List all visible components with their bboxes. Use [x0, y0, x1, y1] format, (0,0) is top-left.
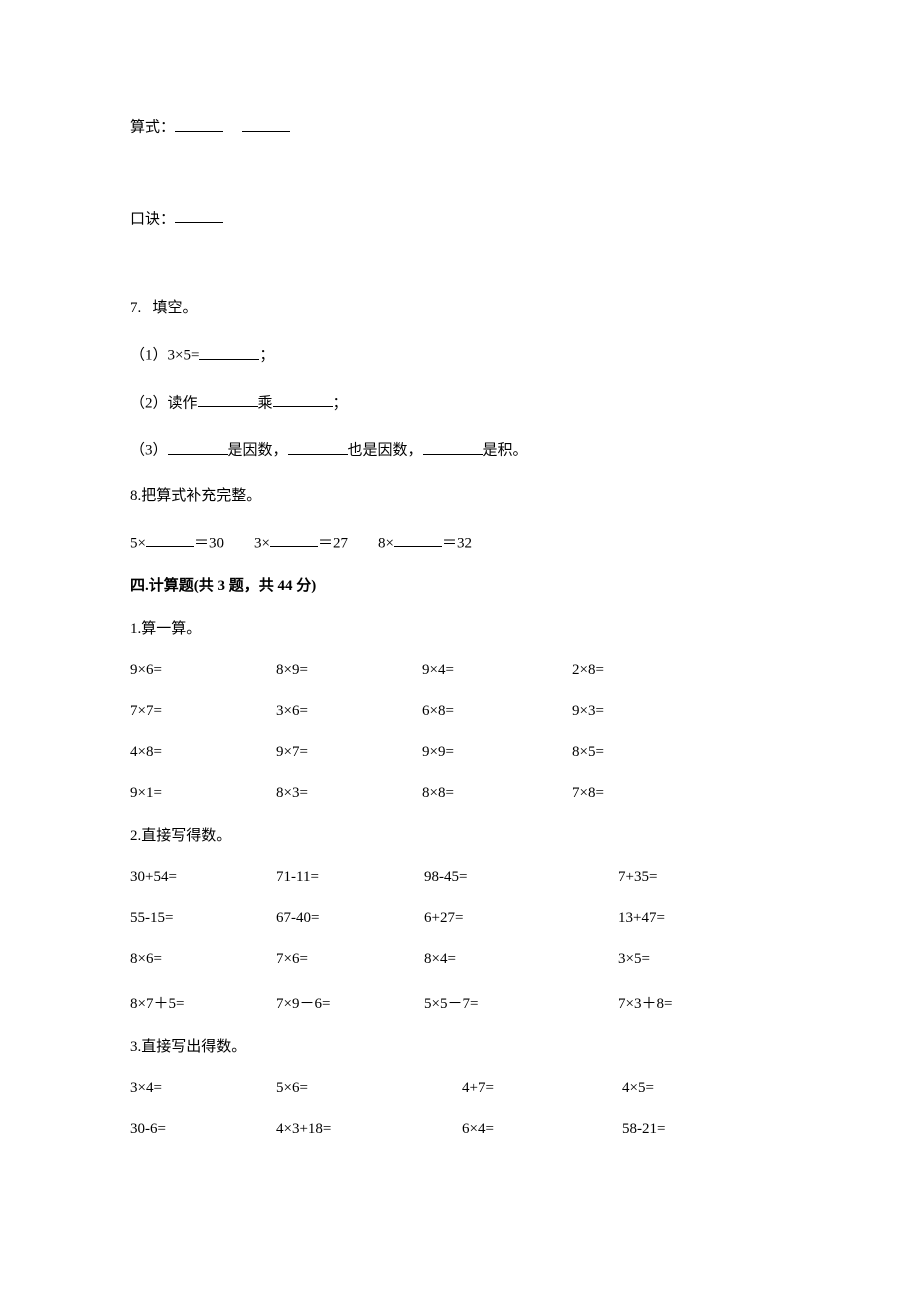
table-cell: 8×8=: [422, 785, 572, 802]
table-cell: 8×3=: [276, 785, 422, 802]
table-row: 7×7=3×6=6×8=9×3=: [130, 703, 790, 720]
table-cell: 8×5=: [572, 744, 722, 761]
q8-e1-pre: 5×: [130, 535, 146, 551]
blank: [175, 207, 223, 224]
q7-item1-suffix: ；: [259, 348, 274, 364]
table-row: 9×1=8×3=8×8=7×8=: [130, 785, 790, 802]
q7-item3: （3） 是因数， 也是因数， 是积。: [130, 438, 790, 462]
table-cell: 55-15=: [130, 910, 276, 927]
table-cell: 4+7=: [462, 1080, 622, 1097]
q7-item1: （1）3×5= ；: [130, 343, 790, 367]
q7-item3-b: 也是因数，: [348, 443, 423, 459]
blank: [273, 391, 333, 408]
table-cell: 71-11=: [276, 869, 424, 886]
blank: [199, 343, 259, 360]
table-cell: 9×9=: [422, 744, 572, 761]
table-row: 3×4=5×6=4+7=4×5=: [130, 1080, 790, 1097]
q8-row: 5× ＝30 3× ＝27 8× ＝32: [130, 531, 790, 555]
blank: [242, 115, 290, 132]
q8-e1-post: ＝30: [194, 535, 224, 551]
table-cell: 2×8=: [572, 662, 722, 679]
table-cell: 7×9－6=: [276, 992, 424, 1013]
q7-item2-prefix: （2）读作: [130, 395, 198, 411]
table-cell: 3×5=: [618, 951, 748, 968]
table-cell: 7×8=: [572, 785, 722, 802]
table-cell: 3×4=: [130, 1080, 276, 1097]
table-cell: 7+35=: [618, 869, 748, 886]
table-cell: 9×1=: [130, 785, 276, 802]
table-row: 8×6=7×6=8×4=3×5=: [130, 951, 790, 968]
q6-line2: 口诀：: [130, 207, 790, 231]
table-cell: 9×4=: [422, 662, 572, 679]
table-cell: 3×6=: [276, 703, 422, 720]
p1-grid: 9×6=8×9=9×4=2×8= 7×7=3×6=6×8=9×3= 4×8=9×7=…: [130, 662, 790, 802]
q7-item1-prefix: （1）3×5=: [130, 348, 199, 364]
p3-label: 3.直接写出得数。: [130, 1035, 790, 1056]
table-cell: 8×6=: [130, 951, 276, 968]
q8-label: 8.把算式补充完整。: [130, 486, 790, 507]
table-cell: 4×8=: [130, 744, 276, 761]
p1-label: 1.算一算。: [130, 617, 790, 638]
p3-grid: 3×4=5×6=4+7=4×5= 30-6=4×3+18=6×4=58-21=: [130, 1080, 790, 1138]
blank: [288, 438, 348, 455]
table-row: 30+54=71-11=98-45=7+35=: [130, 869, 790, 886]
blank: [423, 438, 483, 455]
table-cell: 98-45=: [424, 869, 618, 886]
table-cell: 30+54=: [130, 869, 276, 886]
q8-e2-post: ＝27: [318, 535, 348, 551]
table-cell: 8×9=: [276, 662, 422, 679]
q7-item2-suffix: ；: [333, 395, 348, 411]
table-row: 4×8=9×7=9×9=8×5=: [130, 744, 790, 761]
blank: [270, 531, 318, 548]
q7-item3-c: 是积。: [483, 443, 528, 459]
table-cell: 9×6=: [130, 662, 276, 679]
q6-line1: 算式：: [130, 115, 790, 139]
table-cell: 6+27=: [424, 910, 618, 927]
table-cell: 4×3+18=: [276, 1121, 462, 1138]
blank: [198, 391, 258, 408]
q7-item2-mid: 乘: [258, 395, 273, 411]
blank: [175, 115, 223, 132]
table-cell: 4×5=: [622, 1080, 752, 1097]
p2-label: 2.直接写得数。: [130, 824, 790, 845]
table-cell: 9×7=: [276, 744, 422, 761]
blank: [146, 531, 194, 548]
q8-e3-pre: 8×: [378, 535, 394, 551]
q7-label: 7. 填空。: [130, 298, 790, 319]
table-cell: 8×7＋5=: [130, 992, 276, 1013]
p2-grid: 30+54=71-11=98-45=7+35= 55-15=67-40=6+27=…: [130, 869, 790, 1013]
q6-line1-prefix: 算式：: [130, 120, 175, 136]
table-cell: 8×4=: [424, 951, 618, 968]
table-cell: 7×7=: [130, 703, 276, 720]
table-row: 9×6=8×9=9×4=2×8=: [130, 662, 790, 679]
table-cell: 6×8=: [422, 703, 572, 720]
table-cell: 58-21=: [622, 1121, 752, 1138]
q8-e3-post: ＝32: [442, 535, 472, 551]
table-cell: 7×3＋8=: [618, 992, 748, 1013]
table-cell: 6×4=: [462, 1121, 622, 1138]
table-cell: 67-40=: [276, 910, 424, 927]
table-row: 55-15=67-40=6+27=13+47=: [130, 910, 790, 927]
q7-item2: （2）读作 乘 ；: [130, 391, 790, 415]
table-row: 8×7＋5=7×9－6=5×5－7=7×3＋8=: [130, 992, 790, 1013]
table-cell: 5×6=: [276, 1080, 462, 1097]
blank: [394, 531, 442, 548]
q7-item3-prefix: （3）: [130, 443, 168, 459]
table-cell: 13+47=: [618, 910, 748, 927]
q6-line2-prefix: 口诀：: [130, 211, 175, 227]
blank: [168, 438, 228, 455]
table-cell: 7×6=: [276, 951, 424, 968]
table-cell: 30-6=: [130, 1121, 276, 1138]
q7-item3-a: 是因数，: [228, 443, 288, 459]
section4-header: 四.计算题(共 3 题，共 44 分): [130, 574, 790, 595]
table-cell: 5×5－7=: [424, 992, 618, 1013]
q8-e2-pre: 3×: [254, 535, 270, 551]
table-cell: 9×3=: [572, 703, 722, 720]
table-row: 30-6=4×3+18=6×4=58-21=: [130, 1121, 790, 1138]
